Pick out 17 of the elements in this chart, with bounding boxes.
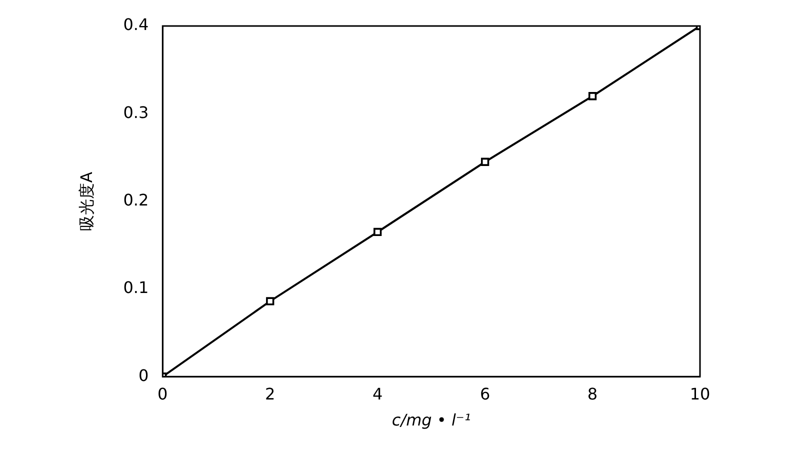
y-axis-title: 吸光度A	[76, 172, 96, 231]
x-tick-label: 6	[480, 384, 490, 404]
point	[266, 297, 274, 306]
x-tick-label: 2	[265, 384, 276, 404]
x-tick-label: 0	[158, 384, 168, 404]
y-tick-label: 0	[138, 366, 149, 385]
y-tick-label: 0.4	[123, 15, 149, 34]
x-tick-label: 4	[372, 384, 383, 404]
y-tick-label: 0.3	[123, 102, 149, 122]
y-tick-label: 0.1	[123, 278, 149, 298]
point	[588, 92, 597, 100]
point	[374, 228, 382, 236]
y-tick-label: 0.2	[123, 190, 149, 210]
x-tick-label: 8	[587, 384, 598, 404]
x-tick-label: 10	[690, 384, 710, 404]
x-axis-title: c/mg • l⁻¹	[392, 410, 471, 430]
point	[480, 158, 490, 166]
